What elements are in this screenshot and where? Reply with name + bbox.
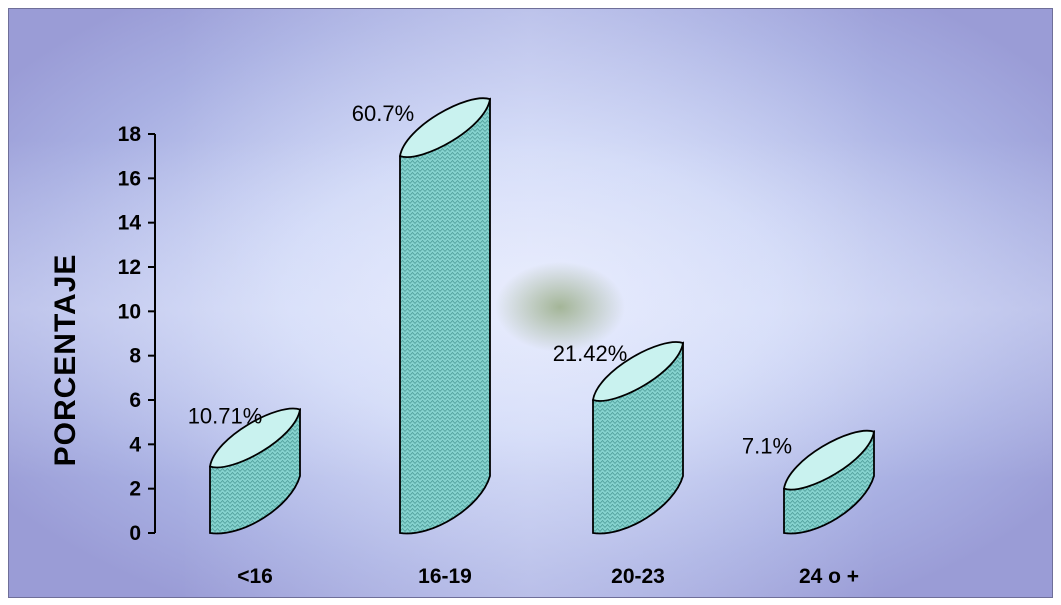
x-tick-label: 20-23 bbox=[611, 565, 665, 588]
center-shade bbox=[495, 262, 625, 352]
x-tick-label: 16-19 bbox=[418, 565, 472, 588]
y-tick-label: 12 bbox=[118, 256, 141, 279]
y-axis: 0 2 4 6 8 10 12 14 16 18 bbox=[118, 123, 156, 545]
y-tick-label: 8 bbox=[129, 345, 141, 368]
y-tick-label: 6 bbox=[129, 389, 141, 412]
x-axis-labels: <16 16-19 20-23 24 o + bbox=[237, 565, 859, 588]
data-labels: 10.71% 60.7% 21.42% 7.1% bbox=[188, 101, 792, 459]
y-tick-label: 2 bbox=[129, 478, 141, 501]
bar-body bbox=[399, 97, 491, 535]
data-label: 21.42% bbox=[553, 341, 628, 366]
y-tick-label: 16 bbox=[118, 167, 141, 190]
bar-2 bbox=[591, 341, 685, 535]
bar-0 bbox=[208, 407, 302, 535]
y-axis-title: PORCENTAJE bbox=[49, 254, 82, 467]
y-tick-label: 10 bbox=[118, 300, 141, 323]
x-tick-label: 24 o + bbox=[799, 565, 859, 588]
y-tick-label: 4 bbox=[129, 433, 141, 456]
y-tick-label: 0 bbox=[129, 522, 141, 545]
bar-top bbox=[398, 97, 492, 159]
bar-3 bbox=[782, 429, 876, 535]
data-label: 10.71% bbox=[188, 404, 263, 429]
y-tick-label: 14 bbox=[118, 212, 142, 235]
bar-1 bbox=[398, 97, 492, 535]
bar-top bbox=[591, 341, 685, 402]
data-label: 7.1% bbox=[742, 434, 792, 459]
bars bbox=[208, 97, 876, 535]
bar-top bbox=[782, 429, 876, 491]
x-tick-label: <16 bbox=[237, 565, 273, 588]
y-tick-label: 18 bbox=[118, 123, 142, 146]
data-label: 60.7% bbox=[352, 101, 414, 126]
bar-top bbox=[208, 407, 302, 469]
